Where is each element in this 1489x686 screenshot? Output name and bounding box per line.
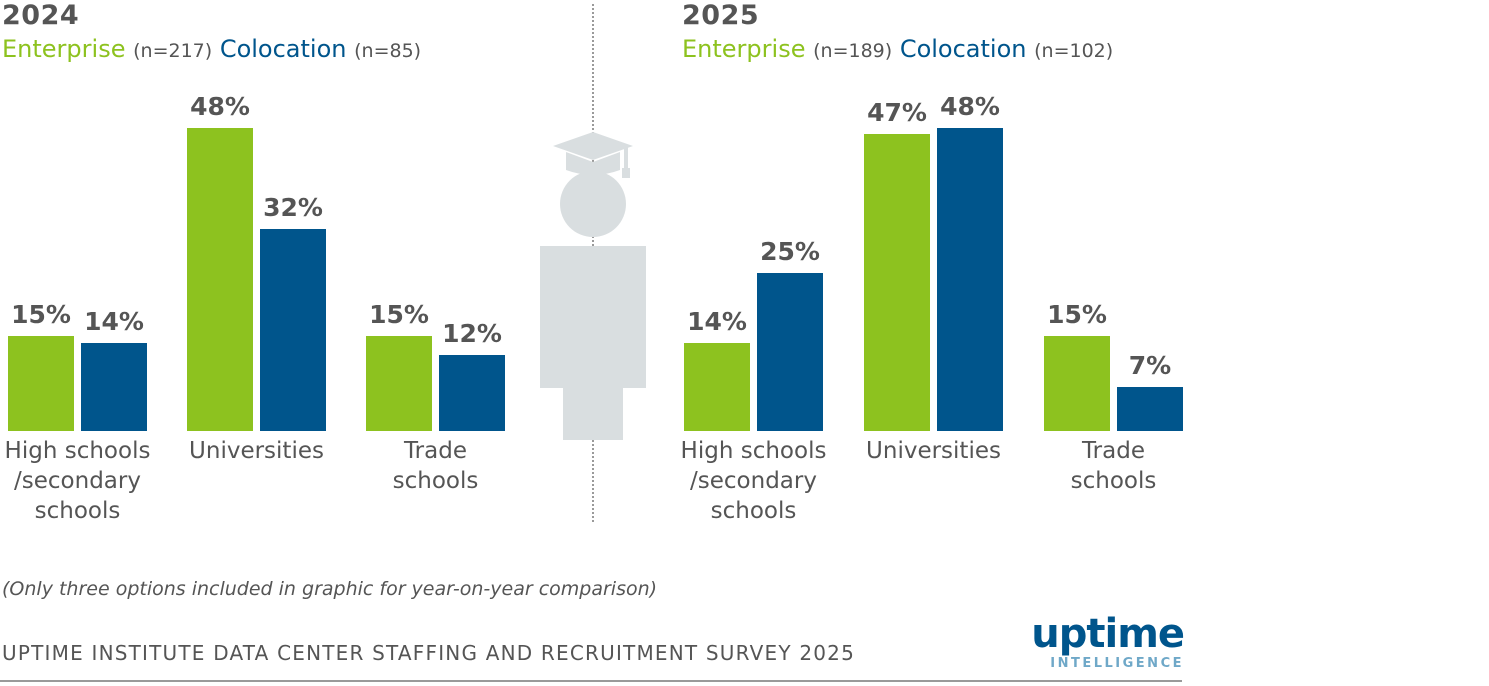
value-label-2025-trade-colocation: 7%: [1128, 350, 1172, 380]
cap-top: [553, 132, 633, 160]
category-label-2025-universities: Universities: [866, 438, 1001, 464]
value-label-2024-high-schools-enterprise: 15%: [11, 300, 71, 330]
value-label-2024-universities-colocation: 32%: [263, 193, 323, 222]
legend-colocation-n-2024: (n=85): [354, 40, 422, 62]
chart-2024-legend: Enterprise (n=217) Colocation (n=85): [2, 35, 421, 63]
bar-2024-high-schools-colocation: [81, 342, 147, 431]
legend-enterprise-2025: Enterprise: [682, 35, 806, 63]
bar-2024-trade-enterprise: [366, 336, 432, 431]
legend-colocation-2025: Colocation: [899, 35, 1027, 63]
graduate-icon: [540, 132, 646, 440]
bar-2025-trade-colocation: [1117, 386, 1183, 431]
bar-2025-trade-enterprise: [1044, 336, 1110, 431]
legend-enterprise-n-2024: (n=217): [133, 40, 213, 62]
value-label-2025-high-schools-enterprise: 14%: [687, 306, 747, 336]
category-label-2025-trade: Trade schools: [1070, 438, 1157, 494]
category-label-2024-trade: Trade schools: [392, 438, 479, 494]
bar-2024-trade-colocation: [439, 355, 505, 431]
bar-2025-high-schools-enterprise: [684, 342, 750, 431]
legend-enterprise-2024: Enterprise: [2, 35, 126, 63]
chart-2025-legend: Enterprise (n=189) Colocation (n=102): [682, 35, 1113, 63]
cap-tassel: [622, 168, 630, 178]
bar-2024-high-schools-enterprise: [8, 336, 74, 431]
value-label-2024-high-schools-colocation: 14%: [84, 306, 144, 336]
category-label-2024-high-schools: High schools /secondary schools: [4, 438, 151, 524]
value-label-2024-trade-colocation: 12%: [442, 319, 502, 349]
logo-sub: INTELLIGENCE: [1050, 656, 1184, 671]
uptime-logo: uptime INTELLIGENCE: [1000, 611, 1185, 671]
torso: [540, 246, 646, 388]
source-line: UPTIME INSTITUTE DATA CENTER STAFFING AN…: [2, 641, 856, 665]
logo-main: uptime: [1031, 611, 1185, 657]
value-label-2025-trade-enterprise: 15%: [1047, 300, 1107, 330]
chart-2025-title: 2025: [682, 0, 760, 31]
legend-enterprise-n-2025: (n=189): [813, 40, 893, 62]
value-label-2025-high-schools-colocation: 25%: [760, 237, 820, 267]
value-label-2025-universities-enterprise: 47%: [867, 98, 927, 128]
bar-2025-universities-enterprise: [864, 134, 930, 431]
cap-tassel-cord: [624, 146, 628, 170]
head: [560, 171, 626, 237]
value-label-2025-universities-colocation: 48%: [940, 92, 1000, 121]
bar-2024-universities-colocation: [260, 229, 326, 431]
legend-colocation-2024: Colocation: [219, 35, 347, 63]
value-label-2024-trade-enterprise: 15%: [369, 300, 429, 330]
chart-2024-title: 2024: [2, 0, 80, 31]
bar-2024-universities-enterprise: [187, 128, 253, 431]
value-label-2024-universities-enterprise: 48%: [190, 92, 250, 121]
legs: [563, 386, 623, 440]
category-label-2024-universities: Universities: [189, 438, 324, 464]
cap-band: [566, 152, 620, 175]
footer-rule: [0, 680, 1182, 682]
bar-2025-universities-colocation: [937, 128, 1003, 431]
footnote: (Only three options included in graphic …: [2, 578, 658, 600]
bar-2025-high-schools-colocation: [757, 273, 823, 431]
category-label-2025-high-schools: High schools /secondary schools: [680, 438, 827, 524]
legend-colocation-n-2025: (n=102): [1034, 40, 1114, 62]
